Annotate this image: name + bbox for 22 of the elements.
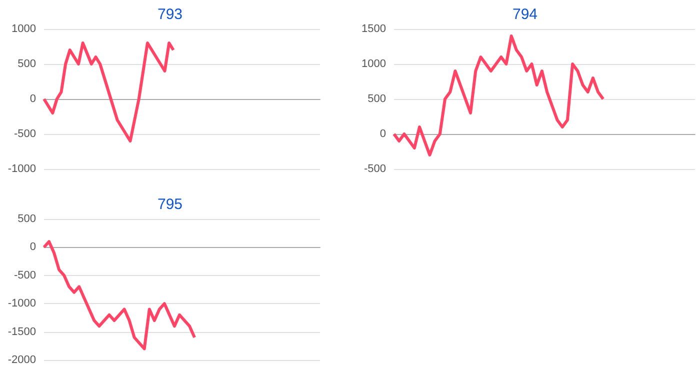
line-series <box>42 42 175 142</box>
y-tick-label: -1000 <box>8 298 36 310</box>
line-series <box>392 34 605 156</box>
y-tick-label: 0 <box>30 93 36 105</box>
y-tick-label: 1000 <box>362 58 386 70</box>
y-tick-label: 0 <box>30 241 36 254</box>
chart-title: 795 <box>157 196 183 213</box>
y-tick-label: -500 <box>14 128 36 140</box>
y-tick-label: 1500 <box>362 23 386 35</box>
y-tick-label: -1500 <box>8 326 36 338</box>
y-tick-label: 1000 <box>12 23 36 35</box>
y-tick-label: -500 <box>364 163 386 175</box>
chart-title: 793 <box>157 6 183 23</box>
y-tick-label: 500 <box>18 58 36 70</box>
y-tick-label: 0 <box>380 128 386 140</box>
y-tick-label: 500 <box>18 213 36 225</box>
y-tick-label: -2000 <box>8 354 36 366</box>
line-series <box>42 240 196 350</box>
y-tick-label: -1000 <box>8 163 36 175</box>
y-tick-label: 500 <box>368 93 386 105</box>
chart-title: 794 <box>512 6 538 23</box>
y-tick-label: -500 <box>14 269 36 282</box>
